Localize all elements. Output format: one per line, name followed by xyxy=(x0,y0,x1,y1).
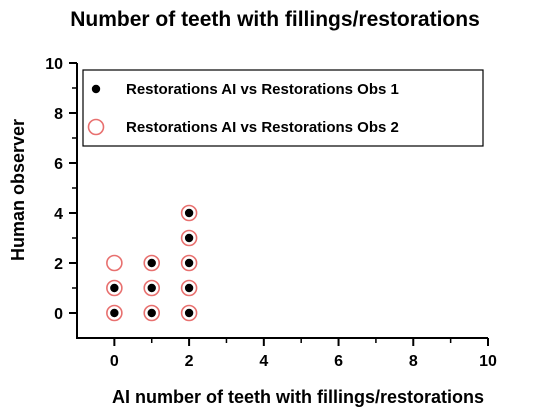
x-tick-label: 2 xyxy=(185,353,194,370)
x-tick-label: 10 xyxy=(479,353,497,370)
chart-title: Number of teeth with fillings/restoratio… xyxy=(70,8,480,31)
y-tick-label: 2 xyxy=(54,256,63,273)
data-point-obs1 xyxy=(110,283,119,293)
y-tick-label: 6 xyxy=(54,156,63,173)
y-tick-label: 8 xyxy=(54,106,63,123)
data-point-obs1 xyxy=(184,233,194,243)
y-axis-label: Human observer xyxy=(8,119,28,261)
data-point-obs1 xyxy=(184,208,194,218)
x-axis-label: AI number of teeth with fillings/restora… xyxy=(112,387,484,407)
x-tick-label: 6 xyxy=(334,353,343,370)
data-point-obs1 xyxy=(184,308,194,318)
legend-marker-obs1 xyxy=(91,84,101,94)
data-point-obs1 xyxy=(147,258,156,268)
plot-area: 0 2 4 6 8 10 0 2 4 6 8 10 xyxy=(45,56,497,370)
x-tick-label: 8 xyxy=(409,353,418,370)
legend-label-obs1: Restorations AI vs Restorations Obs 1 xyxy=(126,81,399,98)
data-point-obs1 xyxy=(147,308,156,318)
y-tick-label: 0 xyxy=(54,306,63,323)
data-point-obs2 xyxy=(106,254,123,272)
x-tick-label: 4 xyxy=(259,353,268,370)
legend-marker-obs2 xyxy=(87,118,105,136)
data-point-obs1 xyxy=(184,258,194,268)
data-point-obs1 xyxy=(147,283,156,293)
y-tick-label: 10 xyxy=(45,56,63,73)
data-point-obs1 xyxy=(184,283,194,293)
legend-box xyxy=(82,69,484,147)
legend: Restorations AI vs Restorations Obs 1 Res… xyxy=(82,69,484,147)
legend-label-obs2: Restorations AI vs Restorations Obs 2 xyxy=(126,119,399,136)
x-tick-label: 0 xyxy=(110,353,119,370)
data-point-obs1 xyxy=(110,308,119,318)
y-tick-label: 4 xyxy=(54,206,63,223)
